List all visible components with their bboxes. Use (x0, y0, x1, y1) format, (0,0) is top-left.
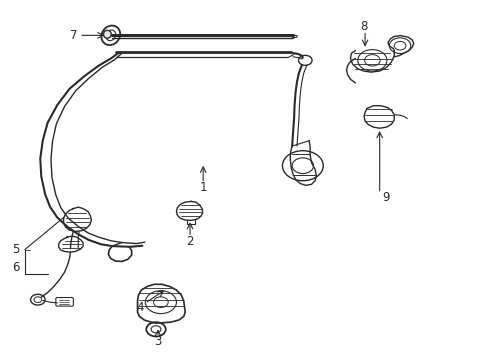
Text: 6: 6 (12, 261, 20, 274)
Text: 8: 8 (359, 20, 366, 33)
Text: 7: 7 (69, 29, 77, 42)
Text: 9: 9 (381, 191, 388, 204)
Text: 5: 5 (12, 243, 20, 256)
Text: 2: 2 (186, 235, 193, 248)
Text: 3: 3 (154, 335, 162, 348)
Text: 4: 4 (136, 301, 143, 314)
Ellipse shape (103, 30, 111, 38)
Text: 1: 1 (199, 181, 206, 194)
